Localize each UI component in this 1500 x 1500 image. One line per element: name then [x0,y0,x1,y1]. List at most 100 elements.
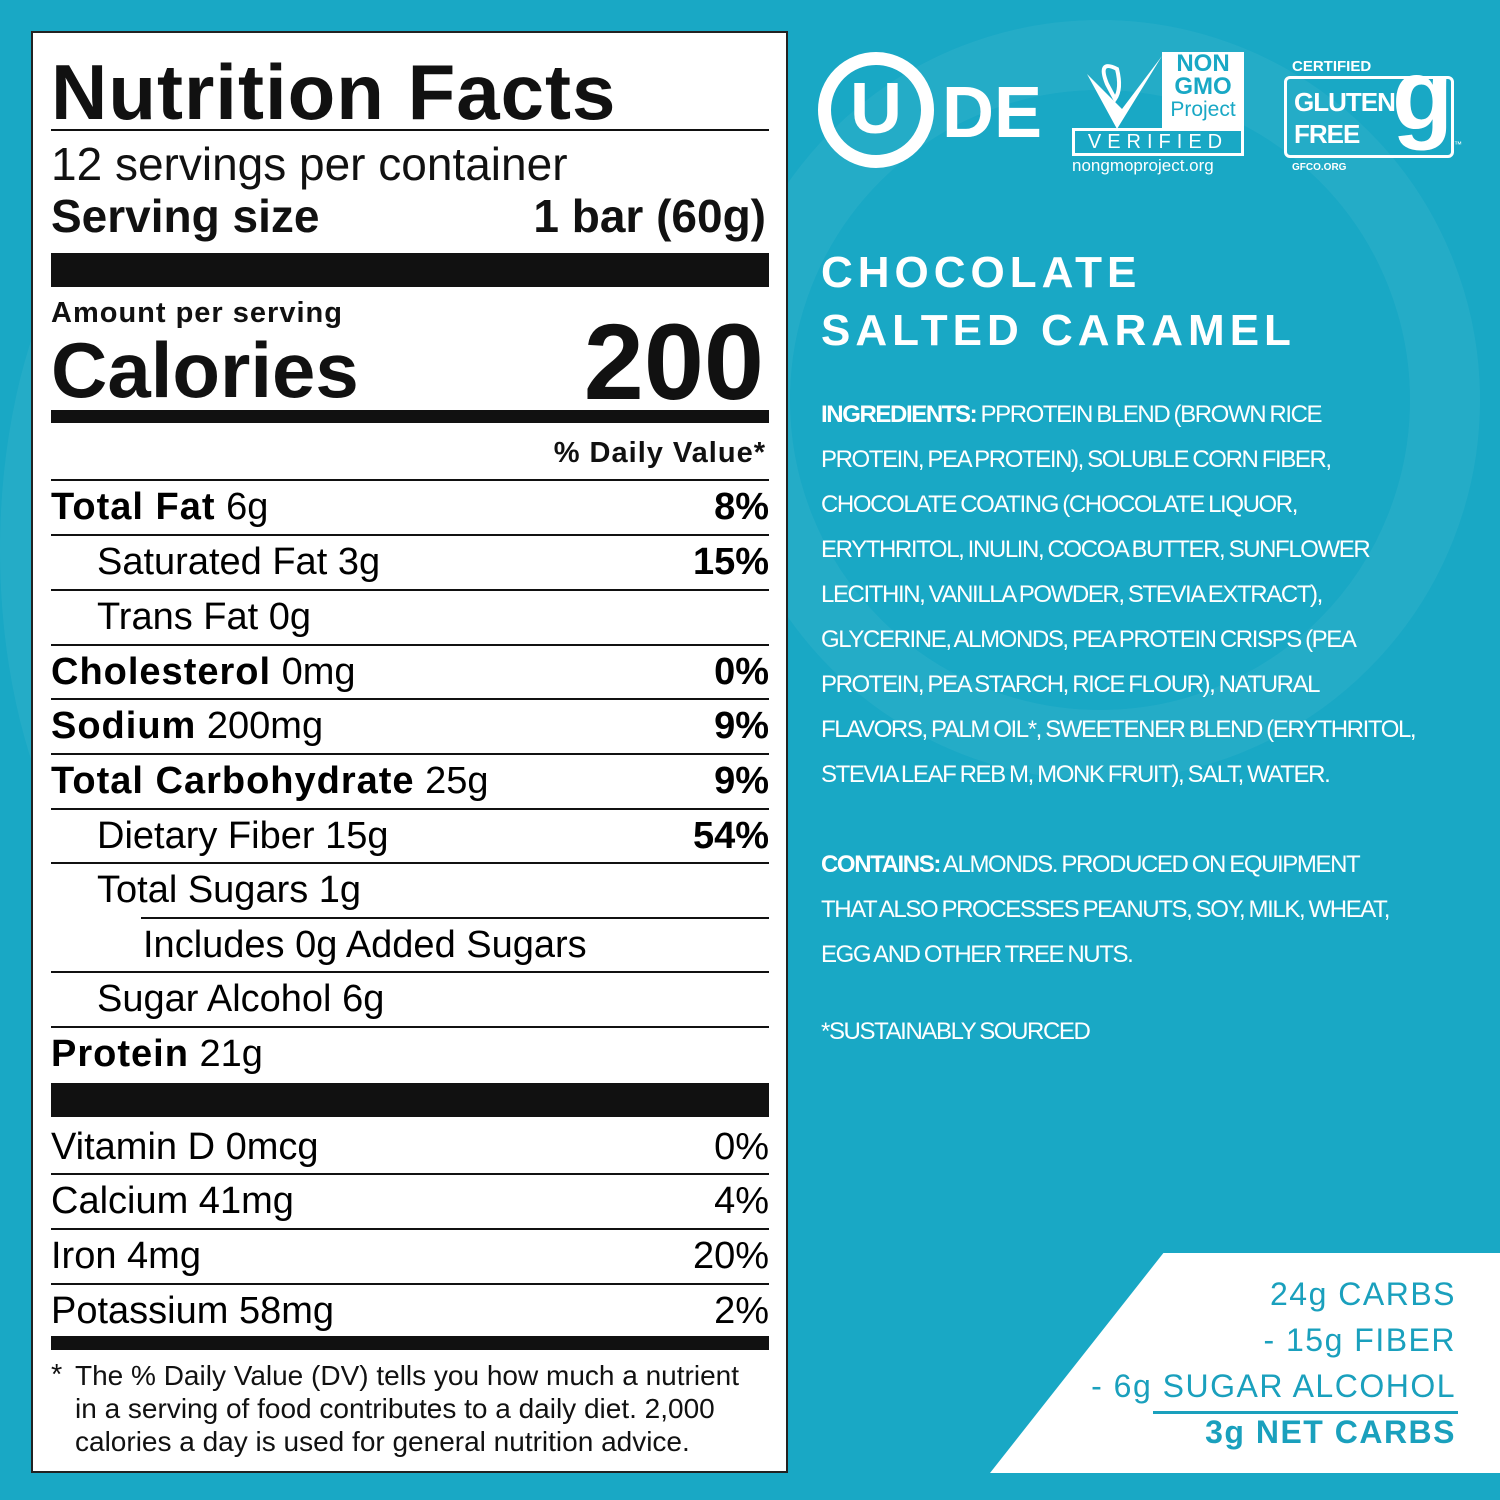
vitamin-name: Potassium 58mg [51,1290,335,1332]
serving-size-label: Serving size [51,190,320,242]
g-mark-icon: g [1392,39,1454,151]
nutrient-name: Cholesterol 0mg [51,647,356,697]
text-line: THAT ALSO PROCESSES PEANUTS, SOY, MILK, … [821,887,1481,932]
daily-value: 20% [692,1235,769,1277]
nutrient-name: Trans Fat 0g [97,592,311,642]
text: ALMONDS. PRODUCED ON EQUIPMENT [942,851,1361,878]
sourcing-note: *SUSTAINABLY SOURCED [821,1018,1091,1045]
footnote-line: in a serving of food contributes to a da… [75,1393,715,1424]
kosher-suffix: DE [942,73,1043,153]
divider [141,917,769,919]
nutrient-label: Includes 0g Added Sugars [143,924,587,966]
carbs-line: 24g CARBS [1269,1276,1456,1312]
text: EGG AND OTHER TREE NUTS. [821,941,1134,968]
footnote-star: * [51,1359,63,1391]
vitamin-name: Calcium 41mg [51,1180,294,1222]
nutrient-row: Sodium 200mg 9% [51,701,769,751]
kosher-circle: U [818,52,934,168]
gluten-text: GLUTEN [1294,87,1396,117]
footnote: The % Daily Value (DV) tells you how muc… [75,1359,775,1458]
divider [51,1026,769,1028]
nutrient-name: Total Sugars 1g [97,865,361,915]
calories-value: 200 [583,301,764,422]
text: PPROTEIN BLEND (BROWN RICE [980,401,1323,428]
nutrient-name: Total Carbohydrate 25g [51,756,489,806]
nutrient-name: Includes 0g Added Sugars [143,920,587,970]
footnote-line: The % Daily Value (DV) tells you how muc… [75,1360,739,1391]
nutrient-row: Saturated Fat 3g 15% [51,537,769,587]
nutrient-name: Protein 21g [51,1029,263,1079]
kosher-logo: U DE [818,52,1058,172]
nutrient-row: Trans Fat 0g [51,592,769,642]
nutrient-name: Saturated Fat 3g [97,537,380,587]
non-gmo-logo: NON GMO Project VERIFIED nongmoproject.o… [1072,52,1252,182]
nutrient-row: Total Sugars 1g [51,865,769,915]
daily-value: 0% [714,1126,769,1168]
section-label: CONTAINS: [821,851,941,878]
daily-value: 0% [714,651,769,693]
label-title: Nutrition Facts [51,48,617,136]
net-carbs-divider [1153,1411,1458,1414]
nutrient-row: Total Carbohydrate 25g 9% [51,756,769,806]
text-line: STEVIA LEAF REB M, MONK FRUIT), SALT, WA… [821,752,1481,797]
vitamin-row: Vitamin D 0mcg 0% [51,1122,769,1172]
daily-value: 54% [692,815,769,857]
nutrient-amount: 0g [268,596,312,638]
net-carbs-total: 3g NET CARBS [1205,1414,1456,1450]
gluten-free-box [1284,76,1454,158]
nutrient-label: Total Sugars [97,869,309,911]
nutrient-label: Sugar Alcohol [97,978,332,1020]
text-line: LECITHIN, VANILLA POWDER, STEVIA EXTRACT… [821,572,1481,617]
text-line: PROTEIN, PEA STARCH, RICE FLOUR), NATURA… [821,662,1481,707]
nutrient-amount: 3g [337,541,381,583]
non-gmo-text: Project [1170,98,1236,121]
servings-per-container: 12 servings per container [51,138,568,190]
divider [51,862,769,864]
text-line: EGG AND OTHER TREE NUTS. [821,932,1481,977]
text: FLAVORS, PALM OIL*, SWEETENER BLEND (ERY… [821,716,1417,743]
divider [51,698,769,700]
text-line: ERYTHRITOL, INULIN, COCOA BUTTER, SUNFLO… [821,527,1481,572]
text-line: GLYCERINE, ALMONDS, PEA PROTEIN CRISPS (… [821,617,1481,662]
divider [51,1173,769,1175]
certified-text: CERTIFIED [1292,58,1372,75]
flavor-name: CHOCOLATE SALTED CARAMEL [821,244,1296,360]
nutrient-row: Protein 21g [51,1029,769,1079]
nutrient-label: Total Fat [51,486,216,528]
butterfly-sprout-icon [1087,56,1162,129]
text: GLYCERINE, ALMONDS, PEA PROTEIN CRISPS (… [821,626,1357,653]
text-line: INGREDIENTS: PPROTEIN BLEND (BROWN RICE [821,392,1481,437]
amount-per-serving: Amount per serving [51,297,343,329]
nutrient-amount: 15g [325,815,389,857]
footnote-line: calories a day is used for general nutri… [75,1426,690,1457]
daily-value: 4% [714,1180,769,1222]
text-line: CONTAINS: ALMONDS. PRODUCED ON EQUIPMENT [821,842,1481,887]
nutrient-name: Sodium 200mg [51,701,323,751]
daily-value: 8% [714,486,769,528]
text: LECITHIN, VANILLA POWDER, STEVIA EXTRACT… [821,581,1323,608]
vitamin-name: Iron 4mg [51,1235,201,1277]
ingredients-text: INGREDIENTS: PPROTEIN BLEND (BROWN RICE P… [821,392,1481,797]
non-gmo-text: NON [1176,50,1230,77]
divider [51,1283,769,1285]
text-line: PROTEIN, PEA PROTEIN), SOLUBLE CORN FIBE… [821,437,1481,482]
nutrient-row: Includes 0g Added Sugars [51,920,769,970]
nutrient-amount: 6g [226,486,269,528]
daily-value: 2% [714,1290,769,1332]
vitamin-row: Calcium 41mg 4% [51,1176,769,1226]
nutrient-label: Total Carbohydrate [51,760,415,802]
text: PROTEIN, PEA PROTEIN), SOLUBLE CORN FIBE… [821,446,1332,473]
text-line: CHOCOLATE COATING (CHOCOLATE LIQUOR, [821,482,1481,527]
medium-divider [51,1336,769,1350]
text: ERYTHRITOL, INULIN, COCOA BUTTER, SUNFLO… [821,536,1371,563]
thick-divider [51,253,769,287]
nutrient-name: Sugar Alcohol 6g [97,974,384,1024]
nutrient-row: Dietary Fiber 15g 54% [51,811,769,861]
divider [51,644,769,646]
thick-divider [51,1083,769,1117]
divider [51,589,769,591]
gfco-url: GFCO.ORG [1292,162,1347,173]
daily-value-header: % Daily Value* [553,437,766,469]
vitamin-row: Potassium 58mg 2% [51,1286,769,1336]
text: PROTEIN, PEA STARCH, RICE FLOUR), NATURA… [821,671,1321,698]
